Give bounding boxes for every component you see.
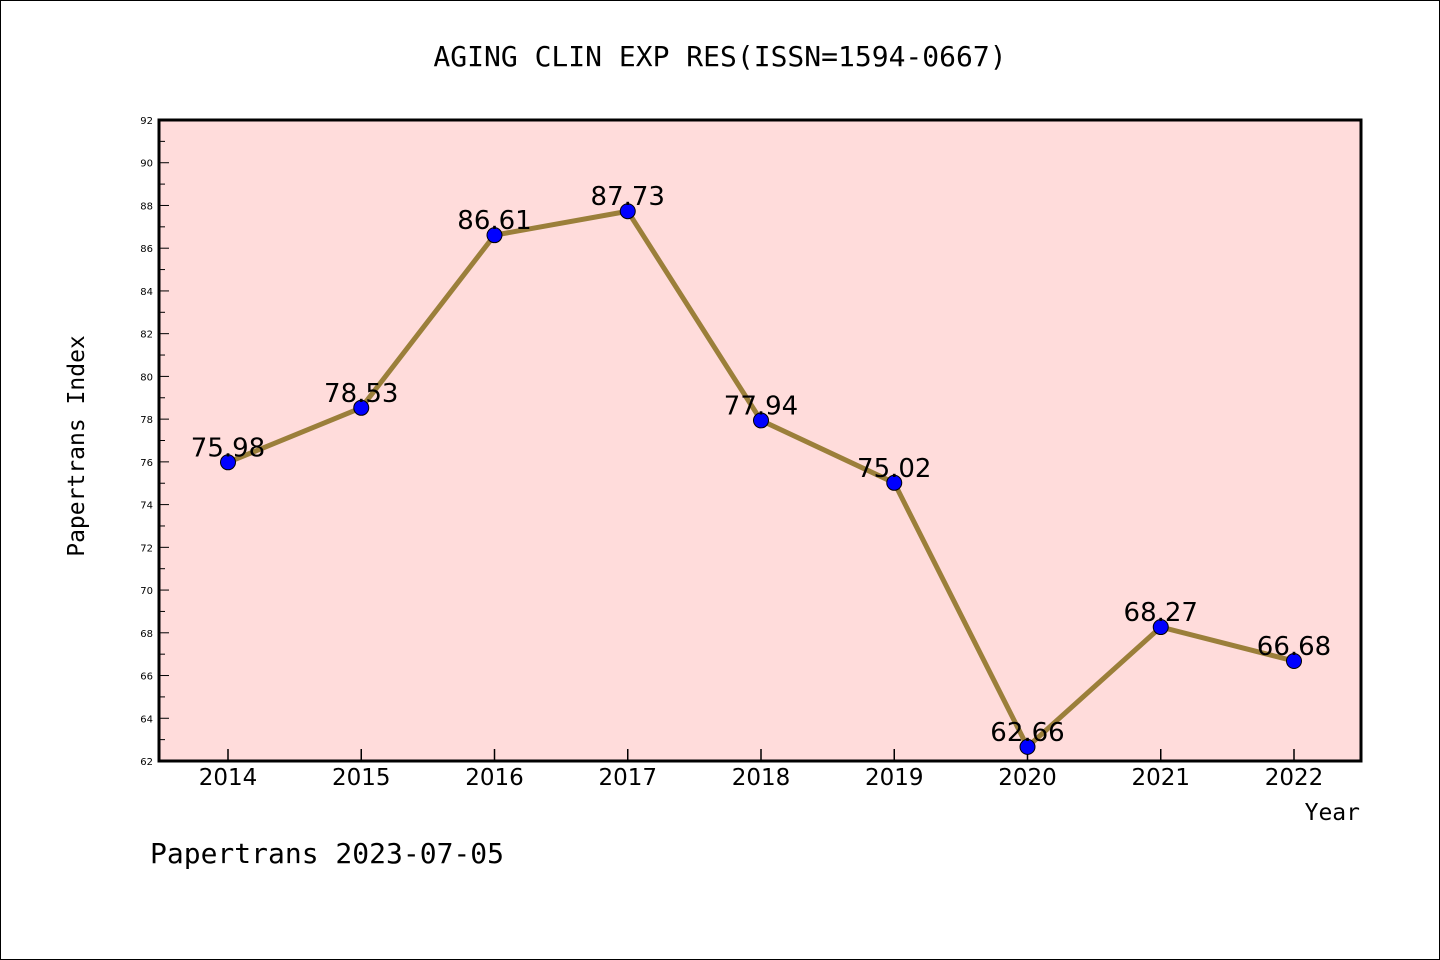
y-axis-label: Papertrans Index — [64, 335, 90, 557]
y-tick-label: 70 — [140, 586, 153, 597]
y-tick-label: 74 — [140, 501, 153, 512]
data-label: 86.61 — [457, 206, 531, 236]
x-tick-label: 2018 — [732, 765, 791, 791]
series-layer — [220, 203, 1302, 755]
y-tick-label: 92 — [140, 116, 153, 127]
x-tick-label: 2016 — [465, 765, 524, 791]
x-tick-label: 2022 — [1265, 765, 1324, 791]
y-tick-label: 68 — [140, 629, 153, 640]
data-label: 75.02 — [857, 454, 931, 484]
y-tick-label: 72 — [140, 543, 153, 554]
data-point — [486, 227, 503, 244]
data-labels: 75.98 78.53 86.61 87.73 77.94 75.02 62.66 68.27… — [191, 182, 1331, 748]
data-point — [1019, 738, 1036, 755]
y-tick-label: 86 — [140, 244, 153, 255]
data-point — [886, 474, 903, 491]
data-point — [1286, 653, 1302, 670]
data-label: 68.27 — [1124, 598, 1198, 628]
chart-title: AGING CLIN EXP RES(ISSN=1594-0667) — [433, 40, 1006, 73]
data-point — [753, 412, 769, 429]
y-tick-label: 62 — [140, 757, 153, 768]
y-tick-label: 88 — [140, 201, 153, 212]
y-tick-label: 64 — [140, 714, 153, 725]
x-tick-label: 2014 — [199, 765, 258, 791]
plot-border — [157, 118, 1363, 763]
data-label: 62.66 — [990, 718, 1064, 748]
data-label: 78.53 — [324, 379, 398, 409]
data-label: 77.94 — [724, 391, 798, 421]
y-axis: 62 64 66 68 70 72 74 76 78 80 82 84 86 88 90 92 — [140, 116, 169, 768]
x-tick-label: 2021 — [1131, 765, 1190, 791]
data-point — [619, 203, 636, 220]
data-label: 75.98 — [191, 433, 265, 463]
x-tick-label: 2020 — [998, 765, 1057, 791]
data-point — [353, 399, 370, 416]
y-tick-label: 84 — [140, 287, 153, 298]
plot-area — [159, 120, 1361, 761]
footer-credit: Papertrans 2023-07-05 — [150, 837, 504, 870]
x-tick-label: 2017 — [598, 765, 657, 791]
data-label: 66.68 — [1257, 632, 1331, 662]
y-tick-label: 90 — [140, 159, 153, 170]
x-tick-label: 2015 — [332, 765, 391, 791]
x-axis-label: Year — [1305, 800, 1360, 826]
y-tick-label: 80 — [140, 372, 153, 383]
y-tick-label: 78 — [140, 415, 153, 426]
x-axis: 2014 2015 2016 2017 2018 2019 2020 2021 2022 — [199, 749, 1324, 791]
data-point — [220, 454, 236, 471]
y-tick-label: 66 — [140, 672, 153, 683]
y-tick-label: 76 — [140, 458, 153, 469]
y-tick-label: 82 — [140, 330, 153, 341]
data-label: 87.73 — [591, 182, 665, 212]
x-tick-label: 2019 — [865, 765, 924, 791]
data-point — [1152, 619, 1169, 636]
